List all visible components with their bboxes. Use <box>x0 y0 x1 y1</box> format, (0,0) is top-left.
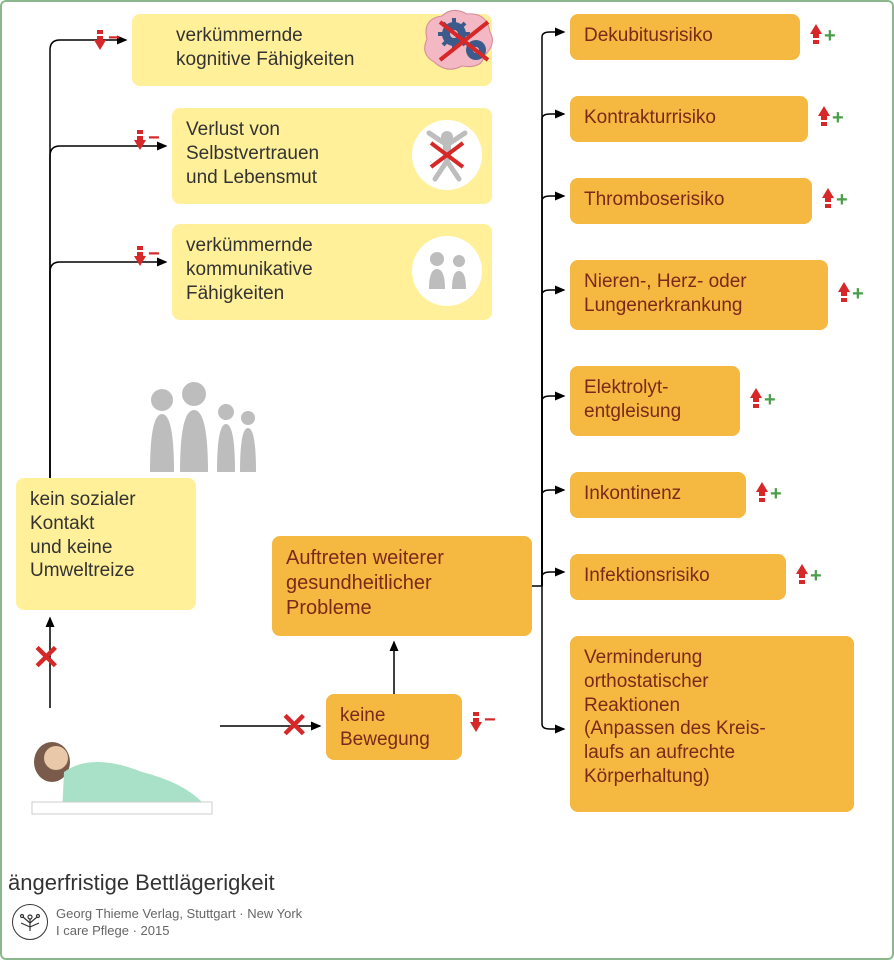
minus-icon: − <box>148 128 160 148</box>
minus-icon: − <box>148 244 160 264</box>
indicator-confidence: − <box>134 126 160 150</box>
plus-icon: + <box>810 566 822 586</box>
figure-x-icon <box>412 120 482 190</box>
indicator-communicative: − <box>134 242 160 266</box>
lying-person-icon <box>22 722 222 822</box>
box-dekubitus: Dekubitusrisiko <box>570 14 800 60</box>
box-inkontinenz: Inkontinenz <box>570 472 746 518</box>
plus-icon: + <box>852 284 864 304</box>
indicator-thrombose: + <box>822 188 848 212</box>
plus-icon: + <box>832 108 844 128</box>
footer-title: ängerfristige Bettlägerigkeit <box>8 870 275 896</box>
brain-gears-icon <box>412 4 502 84</box>
box-infektion: Infektionsrisiko <box>570 554 786 600</box>
box-elektrolyt: Elektrolyt- entgleisung <box>570 366 740 436</box>
people-group-icon <box>132 372 282 482</box>
risk-text: Verminderung orthostatischer Reaktionen … <box>584 647 766 787</box>
risk-text: Thromboserisiko <box>584 189 724 210</box>
footer-pub-line2: I care Pflege · 2015 <box>56 923 302 940</box>
box-central-text: Auftreten weiterer gesundheitlicher Prob… <box>286 546 518 621</box>
box-orthostatisch: Verminderung orthostatischer Reaktionen … <box>570 636 854 812</box>
indicator-elektrolyt: + <box>750 388 776 412</box>
risk-text: Infektionsrisiko <box>584 565 710 586</box>
indicator-movement: − <box>470 708 496 732</box>
publisher-logo-icon <box>12 904 48 940</box>
minus-icon: − <box>484 710 496 730</box>
box-social: kein sozialer Kontakt und keine Umweltre… <box>16 478 196 610</box>
minus-icon: − <box>108 28 120 48</box>
indicator-kontraktur: + <box>818 106 844 130</box>
indicator-dekubitus: + <box>810 24 836 48</box>
indicator-nieren: + <box>838 282 864 306</box>
box-movement: keine Bewegung <box>326 694 462 760</box>
box-thrombose: Thromboserisiko <box>570 178 812 224</box>
plus-icon: + <box>764 390 776 410</box>
two-people-talk-icon <box>412 236 482 306</box>
risk-text: Dekubitusrisiko <box>584 25 713 46</box>
risk-text: Nieren-, Herz- oder Lungenerkrankung <box>584 271 747 316</box>
footer-pub-line1: Georg Thieme Verlag, Stuttgart · New Yor… <box>56 906 302 923</box>
red-x-movement-icon: ✕ <box>280 706 309 746</box>
red-x-social-icon: ✕ <box>32 638 61 678</box>
risk-text: Inkontinenz <box>584 483 681 504</box>
indicator-cognitive: − <box>94 26 120 50</box>
plus-icon: + <box>770 484 782 504</box>
risk-text: Kontrakturrisiko <box>584 107 716 128</box>
box-social-text: kein sozialer Kontakt und keine Umweltre… <box>30 488 182 583</box>
indicator-inkontinenz: + <box>756 482 782 506</box>
box-kontraktur: Kontrakturrisiko <box>570 96 808 142</box>
box-nieren: Nieren-, Herz- oder Lungenerkrankung <box>570 260 828 330</box>
indicator-infektion: + <box>796 564 822 588</box>
plus-icon: + <box>824 26 836 46</box>
risk-text: Elektrolyt- entgleisung <box>584 377 681 422</box>
footer-publisher: Georg Thieme Verlag, Stuttgart · New Yor… <box>56 906 302 940</box>
box-central: Auftreten weiterer gesundheitlicher Prob… <box>272 536 532 636</box>
plus-icon: + <box>836 190 848 210</box>
box-movement-text: keine Bewegung <box>340 704 448 752</box>
